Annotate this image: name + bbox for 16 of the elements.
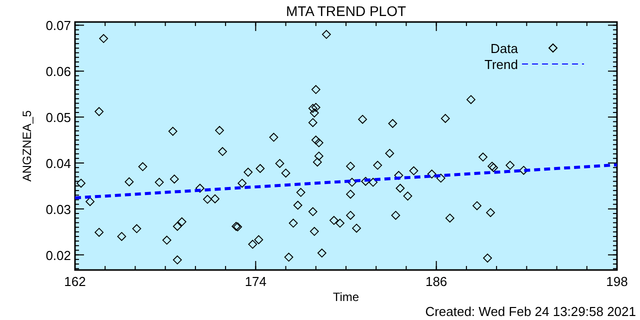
chart-title: MTA TREND PLOT (286, 3, 406, 19)
x-tick-label: 174 (244, 274, 267, 289)
x-tick-label: 198 (606, 274, 628, 289)
legend-label: Data (490, 41, 519, 56)
y-tick-label: 0.03 (46, 202, 71, 217)
legend-label: Trend (484, 57, 518, 72)
y-tick-label: 0.06 (46, 64, 71, 80)
y-tick-label: 0.05 (46, 110, 71, 126)
y-tick-label: 0.07 (46, 18, 71, 34)
y-tick-label: 0.02 (46, 248, 71, 263)
x-tick-label: 162 (64, 274, 86, 289)
text: Created: Wed Feb 24 13:29:58 2021 (425, 304, 636, 319)
y-axis-title: ANGZNEA_5 (20, 110, 34, 182)
x-tick-label: 186 (425, 274, 448, 289)
y-tick-label: 0.04 (46, 156, 71, 171)
x-axis-title: Time (332, 290, 360, 304)
